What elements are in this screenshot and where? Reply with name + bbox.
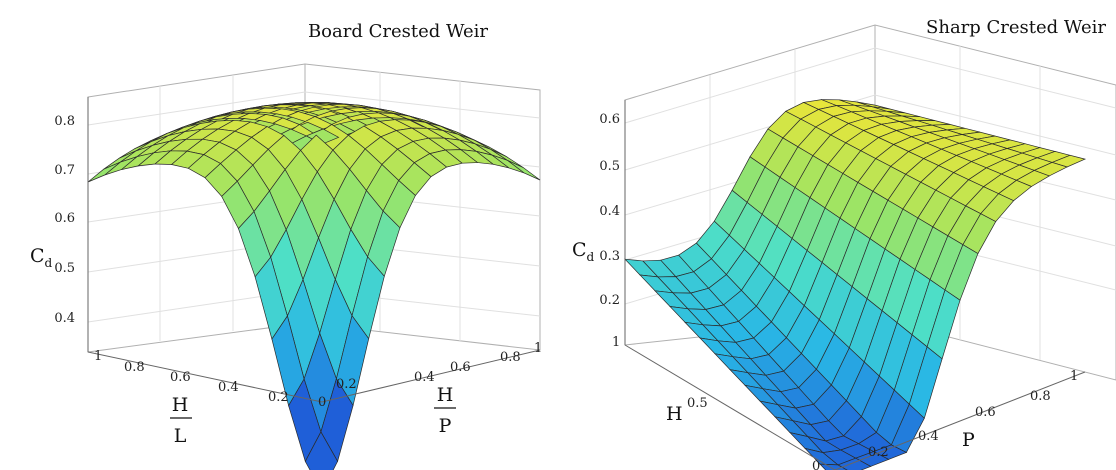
z-axis-label: Cd <box>30 245 53 270</box>
y-axis-label: P <box>962 429 975 451</box>
y-tick: 1 <box>534 341 542 356</box>
y-tick: 1 <box>1070 369 1078 384</box>
svg-text:P: P <box>439 415 452 437</box>
y-tick: 0.4 <box>414 370 435 385</box>
x-tick: 0.2 <box>268 390 289 405</box>
x-tick: 1 <box>94 349 102 364</box>
y-tick-labels: 0.2 0.4 0.6 0.8 1 <box>868 369 1078 460</box>
x-tick: 1 <box>612 335 620 350</box>
z-tick: 0.4 <box>54 311 75 326</box>
z-tick-labels: 0.8 0.7 0.6 0.5 0.4 <box>54 114 75 326</box>
grid-line <box>624 94 1116 171</box>
z-tick: 0.4 <box>599 204 620 219</box>
chart-title: Sharp Crested Weir <box>926 17 1106 38</box>
base-axes <box>624 100 1086 470</box>
svg-text:L: L <box>174 425 187 447</box>
y-tick: 0.8 <box>500 350 521 365</box>
chart-sharp-crested-weir: Sharp Crested Weir 0.6 0.5 0.4 0.3 0.2 C… <box>572 17 1116 470</box>
z-tick: 0.7 <box>54 163 75 178</box>
z-tick: 0.5 <box>599 159 620 174</box>
x-tick: 0.5 <box>687 396 708 411</box>
y-tick: 0.4 <box>918 429 939 444</box>
z-tick: 0.2 <box>599 293 620 308</box>
z-tick: 0.5 <box>54 261 75 276</box>
z-tick-labels: 0.6 0.5 0.4 0.3 0.2 <box>599 112 620 308</box>
chart-board-crested-weir: Board Crested Weir 0.8 0.7 0.6 0.5 0.4 C… <box>30 21 542 470</box>
z-tick: 0.6 <box>54 211 75 226</box>
z-tick: 0.6 <box>599 112 620 127</box>
y-tick: 0 <box>318 395 326 410</box>
surface-patch <box>304 431 338 470</box>
y-tick: 0.6 <box>975 405 996 420</box>
svg-text:H: H <box>172 394 189 416</box>
z-tick: 0.3 <box>599 249 620 264</box>
base-axes <box>87 97 541 403</box>
x-tick-labels: 1 0.8 0.6 0.4 0.2 <box>94 349 289 405</box>
y-tick: 0.2 <box>336 377 357 392</box>
y-tick: 0.2 <box>868 445 889 460</box>
surface-patch <box>87 161 121 183</box>
y-tick: 0.6 <box>450 360 471 375</box>
y-tick: 0.8 <box>1030 389 1051 404</box>
x-tick: 0.6 <box>170 370 191 385</box>
y-tick-labels: 0 0.2 0.4 0.6 0.8 1 <box>318 341 542 410</box>
x-axis-label: H L <box>170 394 192 447</box>
x-axis-label: H <box>666 403 683 425</box>
svg-text:H: H <box>437 384 454 406</box>
grid-line <box>624 47 1116 124</box>
surface-patch <box>507 160 541 181</box>
x-tick: 0 <box>812 459 820 470</box>
x-tick-labels: 1 0.5 0 <box>612 335 820 470</box>
z-tick: 0.8 <box>54 114 75 129</box>
chart-title: Board Crested Weir <box>308 21 488 42</box>
surface <box>87 102 541 470</box>
y-axis-label: H P <box>434 384 456 437</box>
z-axis-label: Cd <box>572 239 595 264</box>
surface <box>624 99 1087 470</box>
x-tick: 0.8 <box>124 360 145 375</box>
x-tick: 0.4 <box>218 380 239 395</box>
